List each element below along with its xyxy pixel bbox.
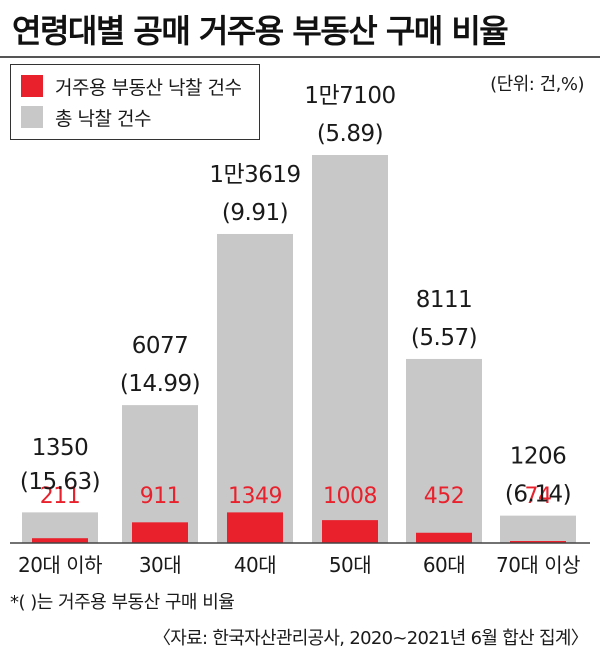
residential-value-label: 74 (525, 484, 552, 509)
residential-value-label: 1349 (228, 484, 282, 509)
residential-bar (322, 520, 378, 543)
residential-bar (510, 541, 566, 543)
total-bar (406, 358, 482, 543)
ratio-label: (6.14) (505, 482, 571, 508)
total-bar (22, 512, 98, 543)
ratio-label: (5.89) (317, 121, 383, 147)
total-value-label: 1만7100 (304, 83, 395, 109)
total-bar (122, 405, 198, 543)
residential-bar (32, 538, 88, 543)
residential-value-label: 1008 (323, 484, 377, 509)
ratio-label: (5.57) (411, 325, 477, 351)
total-bar (500, 515, 576, 543)
chart-title: 연령대별 공매 거주용 부동산 구매 비율 (12, 12, 509, 50)
total-value-label: 1350 (32, 435, 89, 461)
category-label: 30대 (139, 553, 181, 577)
ratio-label: (15.63) (20, 469, 100, 495)
total-bar (217, 233, 293, 543)
total-bar (312, 155, 388, 543)
category-label: 20대 이하 (18, 553, 102, 577)
legend-item-total: 총 낙찰 건수 (21, 103, 151, 131)
category-label: 40대 (234, 553, 276, 577)
total-value-label: 8111 (416, 287, 473, 313)
residential-bar (132, 522, 188, 543)
legend-swatch-red (21, 75, 43, 97)
title-divider (0, 56, 600, 58)
residential-value-label: 452 (424, 484, 465, 509)
footnote: *( )는 거주용 부동산 구매 비율 (10, 592, 235, 613)
category-label: 60대 (423, 553, 465, 577)
total-value-label: 6077 (132, 333, 189, 359)
legend-item-residential: 거주용 부동산 낙찰 건수 (21, 72, 242, 100)
unit-label: (단위: 건,%) (490, 74, 584, 95)
ratio-label: (9.91) (222, 200, 288, 226)
category-label: 70대 이상 (496, 553, 580, 577)
source-caption: 〈자료: 한국자산관리공사, 2020~2021년 6월 합산 집계〉 (152, 628, 589, 649)
category-label: 50대 (329, 553, 371, 577)
total-value-label: 1만3619 (209, 162, 300, 188)
residential-bar (227, 512, 283, 543)
residential-bar (416, 532, 472, 543)
legend: 거주용 부동산 낙찰 건수 총 낙찰 건수 (10, 64, 260, 140)
legend-label-total: 총 낙찰 건수 (55, 107, 151, 130)
ratio-label: (14.99) (120, 371, 200, 397)
residential-value-label: 211 (40, 484, 81, 509)
residential-value-label: 911 (140, 484, 181, 509)
total-value-label: 1206 (510, 444, 567, 470)
legend-label-residential: 거주용 부동산 낙찰 건수 (55, 76, 242, 99)
legend-swatch-gray (21, 106, 43, 128)
